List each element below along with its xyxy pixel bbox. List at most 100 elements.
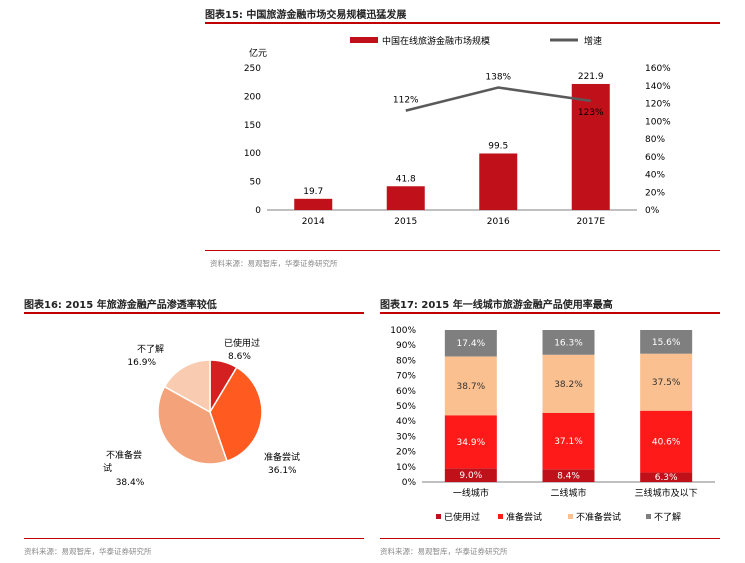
y2-tick-label: 60% bbox=[645, 153, 665, 163]
pie-label-line: 不准备尝 bbox=[106, 449, 142, 461]
y-tick-label: 0% bbox=[402, 478, 417, 488]
y-tick-label: 100% bbox=[390, 326, 416, 336]
y-tick-label: 70% bbox=[396, 372, 416, 382]
pie-label-name: 已使用过 bbox=[224, 337, 260, 349]
growth-value-label: 112% bbox=[393, 96, 419, 106]
segment-value-label: 9.0% bbox=[459, 471, 482, 481]
bar-value-label: 99.5 bbox=[488, 141, 508, 151]
segment-value-label: 40.6% bbox=[652, 438, 681, 448]
stack-segment-2 bbox=[542, 354, 595, 413]
y2-tick-label: 120% bbox=[645, 100, 671, 110]
fig17-source: 资料来源：易观智库，华泰证券研究所 bbox=[380, 547, 508, 556]
legend-label-3: 不了解 bbox=[654, 511, 681, 523]
y-tick-label: 250 bbox=[244, 64, 261, 74]
stack-segment-3 bbox=[640, 330, 693, 354]
pie-label-value: 16.9% bbox=[127, 358, 156, 368]
stack-segment-1 bbox=[444, 415, 497, 469]
fig16-title: 图表16: 2015 年旅游金融产品渗透率较低 bbox=[24, 300, 217, 311]
x-tick-label: 2017E bbox=[576, 217, 605, 227]
legend-label-market-size: 中国在线旅游金融市场规模 bbox=[382, 35, 490, 47]
fig17-source-rule bbox=[380, 538, 720, 539]
pie-label-value: 38.4% bbox=[116, 478, 145, 488]
segment-value-label: 38.7% bbox=[457, 382, 486, 392]
fig15-title-rule bbox=[205, 22, 720, 24]
legend-swatch-market-size bbox=[350, 37, 378, 43]
y2-tick-label: 160% bbox=[645, 64, 671, 74]
stack-segment-2 bbox=[640, 353, 693, 411]
y-tick-label: 50 bbox=[250, 178, 262, 188]
stack-segment-3 bbox=[444, 330, 497, 357]
y-tick-label: 10% bbox=[396, 463, 416, 473]
fig15-source-rule bbox=[205, 250, 720, 251]
fig17-title: 图表17: 2015 年一线城市旅游金融产品使用率最高 bbox=[380, 300, 613, 311]
bar-2016 bbox=[479, 153, 518, 210]
y-tick-label: 0 bbox=[255, 206, 261, 216]
y2-tick-label: 0% bbox=[645, 206, 660, 216]
y2-tick-label: 40% bbox=[645, 171, 665, 181]
bar-2014 bbox=[294, 198, 333, 210]
chart15-legend: 中国在线旅游金融市场规模 增速 bbox=[350, 35, 602, 47]
segment-value-label: 8.4% bbox=[557, 472, 580, 482]
y-tick-label: 30% bbox=[396, 432, 416, 442]
segment-value-label: 37.5% bbox=[652, 378, 681, 388]
growth-line bbox=[405, 86, 591, 112]
segment-value-label: 37.1% bbox=[554, 437, 583, 447]
bar-2017E bbox=[571, 83, 610, 210]
x-tick-label: 二线城市 bbox=[550, 487, 586, 499]
stack-segment-1 bbox=[542, 412, 595, 470]
fig17-title-rule bbox=[380, 312, 720, 314]
pie-label-line: 试 bbox=[103, 462, 112, 474]
stack-segment-0 bbox=[640, 472, 693, 482]
stack-segment-0 bbox=[444, 468, 497, 482]
pie-slice-2 bbox=[157, 385, 228, 465]
y2-tick-label: 20% bbox=[645, 188, 665, 198]
y2-tick-label: 140% bbox=[645, 82, 671, 92]
fig15-title: 图表15: 中国旅游金融市场交易规模迅猛发展 bbox=[205, 10, 407, 21]
x-tick-label: 一线城市 bbox=[453, 487, 489, 499]
pie-label-value: 8.6% bbox=[228, 352, 251, 362]
pie-label-name: 不准备尝试 bbox=[103, 449, 142, 474]
legend-swatch-2 bbox=[568, 514, 573, 519]
segment-value-label: 16.3% bbox=[554, 338, 583, 348]
bar-value-label: 41.8 bbox=[396, 174, 416, 184]
city-usage-stacked-chart: 0% 10% 20% 30% 40% 50% 60% 70% 80% 90% 100% 9.0% 34.… bbox=[390, 326, 715, 523]
growth-value-label: 138% bbox=[485, 73, 511, 83]
y-tick-label: 90% bbox=[396, 341, 416, 351]
y-tick-label: 20% bbox=[396, 448, 416, 458]
segment-value-label: 6.3% bbox=[655, 473, 678, 483]
fig16-title-rule bbox=[24, 312, 364, 314]
fig16-source-rule bbox=[24, 538, 364, 539]
legend-label-1: 准备尝试 bbox=[506, 511, 542, 523]
bar-value-label: 221.9 bbox=[578, 72, 604, 82]
pie-slice-3 bbox=[163, 359, 211, 414]
y-tick-label: 60% bbox=[396, 387, 416, 397]
penetration-pie-chart: 已使用过 8.6% 准备尝试 36.1% 不准备尝试 38.4% 不了解 16.9% bbox=[103, 337, 300, 488]
legend-swatch-1 bbox=[498, 514, 503, 519]
stack-segment-2 bbox=[444, 356, 497, 416]
y-tick-label: 150 bbox=[244, 121, 261, 131]
stack-segment-0 bbox=[542, 469, 595, 482]
y-tick-label: 100 bbox=[244, 149, 261, 159]
y-tick-label: 50% bbox=[396, 402, 416, 412]
pie-slice-1 bbox=[209, 366, 263, 463]
bar-value-label: 19.7 bbox=[303, 187, 323, 197]
legend-label-0: 已使用过 bbox=[444, 511, 480, 523]
chart17-legend: 已使用过 准备尝试 不准备尝试 不了解 bbox=[436, 511, 681, 523]
segment-value-label: 17.4% bbox=[457, 339, 486, 349]
y-tick-label: 80% bbox=[396, 356, 416, 366]
bar-2015 bbox=[386, 186, 425, 210]
pie-label-name: 不了解 bbox=[137, 343, 164, 355]
segment-value-label: 34.9% bbox=[457, 438, 486, 448]
pie-label-value: 36.1% bbox=[268, 466, 297, 476]
x-tick-label: 三线城市及以下 bbox=[635, 487, 698, 499]
growth-value-label: 123% bbox=[578, 108, 604, 118]
x-tick-label: 2015 bbox=[394, 217, 417, 227]
y-tick-label: 40% bbox=[396, 417, 416, 427]
x-tick-label: 2016 bbox=[487, 217, 510, 227]
legend-swatch-0 bbox=[436, 514, 441, 519]
y-axis-unit-label: 亿元 bbox=[249, 47, 267, 59]
y-tick-label: 200 bbox=[244, 92, 261, 102]
x-tick-label: 2014 bbox=[302, 217, 325, 227]
segment-value-label: 15.6% bbox=[652, 338, 681, 348]
